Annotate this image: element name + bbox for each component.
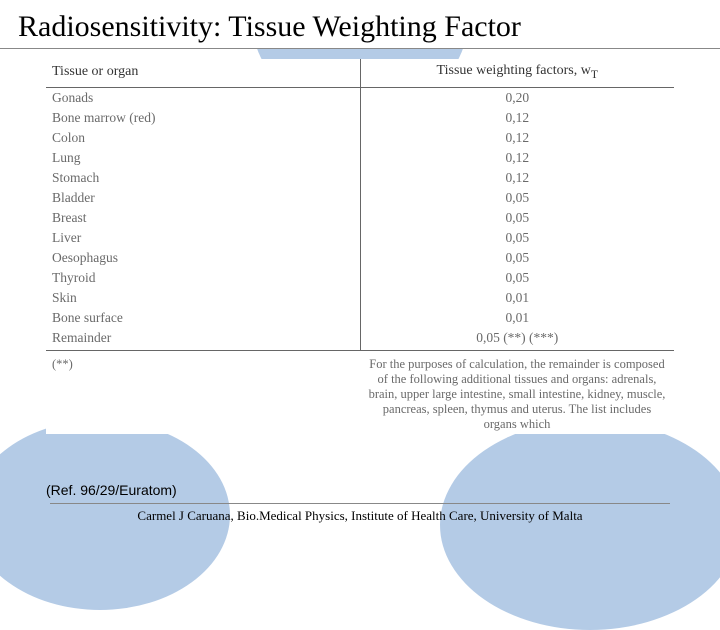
table-row: Bone surface0,01 <box>46 308 674 328</box>
cell-organ: Bone marrow (red) <box>46 108 360 128</box>
cell-value: 0,12 <box>360 108 674 128</box>
cell-value: 0,01 <box>360 288 674 308</box>
table-row: Skin0,01 <box>46 288 674 308</box>
cell-value: 0,01 <box>360 308 674 328</box>
table-body: Gonads0,20Bone marrow (red)0,12Colon0,12… <box>46 87 674 434</box>
cell-value: 0,12 <box>360 168 674 188</box>
col-header-factor: Tissue weighting factors, wT <box>360 59 674 87</box>
table-row: Thyroid0,05 <box>46 268 674 288</box>
cell-value: 0,05 <box>360 228 674 248</box>
cell-value: 0,05 <box>360 208 674 228</box>
cell-value: 0,12 <box>360 128 674 148</box>
cell-organ: Breast <box>46 208 360 228</box>
page-title: Radiosensitivity: Tissue Weighting Facto… <box>0 0 720 49</box>
table-row: Colon0,12 <box>46 128 674 148</box>
slide-content: Radiosensitivity: Tissue Weighting Facto… <box>0 0 720 434</box>
table-row: Bladder0,05 <box>46 188 674 208</box>
table-row: Gonads0,20 <box>46 87 674 108</box>
cell-organ: Remainder <box>46 328 360 351</box>
reference-text: (Ref. 96/29/Euratom) <box>46 482 177 498</box>
table-container: Tissue or organ Tissue weighting factors… <box>0 59 720 434</box>
table-row: Oesophagus0,05 <box>46 248 674 268</box>
cell-value: 0,05 (**) (***) <box>360 328 674 351</box>
footnote-marker: (**) <box>46 350 360 434</box>
cell-organ: Thyroid <box>46 268 360 288</box>
table-row: Bone marrow (red)0,12 <box>46 108 674 128</box>
cell-organ: Colon <box>46 128 360 148</box>
table-row: Remainder0,05 (**) (***) <box>46 328 674 351</box>
cell-organ: Lung <box>46 148 360 168</box>
bg-decor-bottom-right <box>440 420 720 630</box>
cell-value: 0,05 <box>360 268 674 288</box>
col-header-organ: Tissue or organ <box>46 59 360 87</box>
table-row: Breast0,05 <box>46 208 674 228</box>
table-row: Stomach0,12 <box>46 168 674 188</box>
footnote-row: (**)For the purposes of calculation, the… <box>46 350 674 434</box>
weighting-table: Tissue or organ Tissue weighting factors… <box>46 59 674 434</box>
cell-organ: Stomach <box>46 168 360 188</box>
footnote-text: For the purposes of calculation, the rem… <box>360 350 674 434</box>
cell-organ: Oesophagus <box>46 248 360 268</box>
cell-value: 0,12 <box>360 148 674 168</box>
cell-organ: Bladder <box>46 188 360 208</box>
table-row: Liver0,05 <box>46 228 674 248</box>
cell-value: 0,20 <box>360 87 674 108</box>
table-row: Lung0,12 <box>46 148 674 168</box>
cell-organ: Liver <box>46 228 360 248</box>
cell-organ: Skin <box>46 288 360 308</box>
cell-organ: Bone surface <box>46 308 360 328</box>
cell-value: 0,05 <box>360 248 674 268</box>
cell-organ: Gonads <box>46 87 360 108</box>
credit-text: Carmel J Caruana, Bio.Medical Physics, I… <box>50 503 670 524</box>
cell-value: 0,05 <box>360 188 674 208</box>
